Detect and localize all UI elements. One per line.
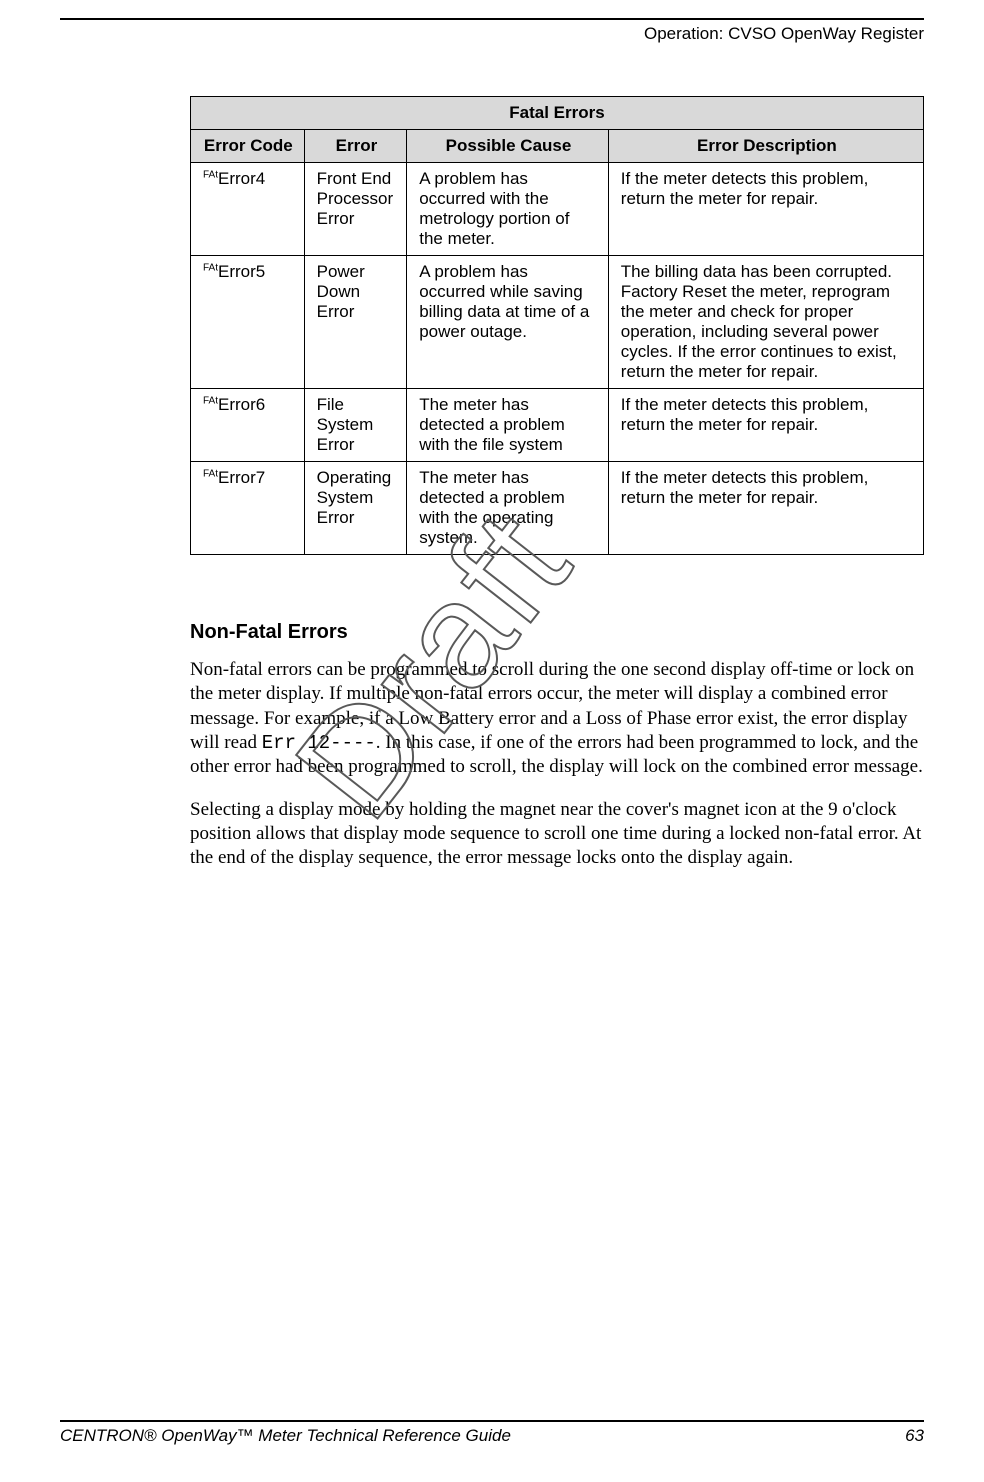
page-header: Operation: CVSO OpenWay Register (60, 18, 924, 44)
footer-title: CENTRON® OpenWay™ Meter Technical Refere… (60, 1426, 511, 1446)
cell-desc: If the meter detects this problem, retur… (608, 389, 923, 462)
col-header-code: Error Code (191, 130, 305, 163)
col-header-desc: Error Description (608, 130, 923, 163)
cell-error-code: FAtError7 (191, 462, 305, 555)
col-header-error: Error (304, 130, 407, 163)
table-row: FAtError4Front End Processor ErrorA prob… (191, 163, 924, 256)
table-header-row: Error Code Error Possible Cause Error De… (191, 130, 924, 163)
cell-error: Front End Processor Error (304, 163, 407, 256)
error-code-prefix: FAt (203, 468, 218, 479)
para1-code: Err 12---- (262, 732, 376, 754)
cell-error-code: FAtError6 (191, 389, 305, 462)
cell-cause: A problem has occurred while saving bill… (407, 256, 609, 389)
nonfatal-para-2: Selecting a display mode by holding the … (190, 798, 924, 871)
content-area: Fatal Errors Error Code Error Possible C… (190, 96, 924, 871)
cell-error: File System Error (304, 389, 407, 462)
error-code-main: Error4 (218, 169, 265, 188)
footer-page-number: 63 (905, 1426, 924, 1446)
nonfatal-para-1: Non-fatal errors can be programmed to sc… (190, 658, 924, 780)
cell-desc: The billing data has been corrupted. Fac… (608, 256, 923, 389)
cell-cause: A problem has occurred with the metrolog… (407, 163, 609, 256)
table-title-row: Fatal Errors (191, 97, 924, 130)
error-code-prefix: FAt (203, 169, 218, 180)
error-code-prefix: FAt (203, 395, 218, 406)
page: Operation: CVSO OpenWay Register Draft F… (0, 18, 984, 1482)
table-row: FAtError5Power Down ErrorA problem has o… (191, 256, 924, 389)
cell-cause: The meter has detected a problem with th… (407, 389, 609, 462)
error-code-main: Error5 (218, 262, 265, 281)
table-title: Fatal Errors (191, 97, 924, 130)
cell-error: Operating System Error (304, 462, 407, 555)
error-code-prefix: FAt (203, 262, 218, 273)
cell-cause: The meter has detected a problem with th… (407, 462, 609, 555)
cell-desc: If the meter detects this problem, retur… (608, 163, 923, 256)
fatal-errors-table: Fatal Errors Error Code Error Possible C… (190, 96, 924, 555)
section-heading-nonfatal: Non-Fatal Errors (190, 621, 924, 644)
error-code-main: Error6 (218, 395, 265, 414)
cell-error-code: FAtError5 (191, 256, 305, 389)
col-header-cause: Possible Cause (407, 130, 609, 163)
table-row: FAtError7Operating System ErrorThe meter… (191, 462, 924, 555)
running-head: Operation: CVSO OpenWay Register (60, 24, 924, 44)
table-row: FAtError6File System ErrorThe meter has … (191, 389, 924, 462)
cell-error-code: FAtError4 (191, 163, 305, 256)
error-code-main: Error7 (218, 468, 265, 487)
cell-desc: If the meter detects this problem, retur… (608, 462, 923, 555)
cell-error: Power Down Error (304, 256, 407, 389)
page-footer: CENTRON® OpenWay™ Meter Technical Refere… (60, 1420, 924, 1446)
